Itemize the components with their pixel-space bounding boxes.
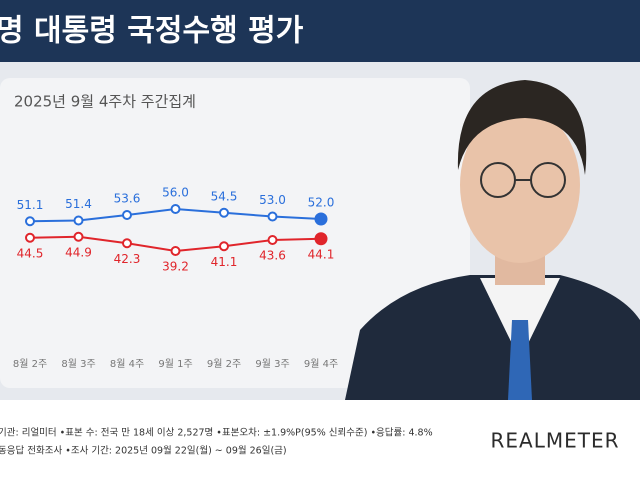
value-label: 42.3 <box>114 252 141 266</box>
plot-panel <box>0 78 470 388</box>
value-label: 39.2 <box>162 260 189 274</box>
point <box>73 231 84 242</box>
value-label: 44.9 <box>65 245 92 259</box>
value-label: 41.1 <box>211 255 238 269</box>
value-label: 52.0 <box>308 196 335 210</box>
x-tick-label: 8월 2주 <box>13 358 47 370</box>
value-label: 51.1 <box>17 198 44 212</box>
point <box>219 241 229 252</box>
subtitle: 2025년 9월 4주차 주간집계 <box>14 93 196 111</box>
point <box>122 238 132 249</box>
x-tick-label: 9월 3주 <box>255 358 289 370</box>
note: 동응답 전화조사 •조사 기간: 2025년 09월 22일(월) ~ 09월 … <box>0 445 287 457</box>
point <box>25 216 35 227</box>
value-label: 44.1 <box>308 247 335 261</box>
value-label: 43.6 <box>259 249 286 263</box>
footer <box>0 400 640 480</box>
point <box>122 210 132 220</box>
point <box>314 212 328 226</box>
value-label: 53.0 <box>259 193 286 207</box>
portrait <box>345 80 640 400</box>
value-label: 51.4 <box>65 197 92 211</box>
point <box>170 246 181 256</box>
point <box>25 232 35 243</box>
point <box>219 207 229 218</box>
x-tick-label: 9월 2주 <box>207 358 241 370</box>
point <box>314 232 328 246</box>
x-tick-label: 8월 4주 <box>110 358 144 370</box>
point <box>73 215 84 226</box>
title-banner <box>0 0 640 62</box>
value-label: 54.5 <box>211 189 238 203</box>
value-label: 56.0 <box>162 186 189 200</box>
point <box>267 211 278 222</box>
x-tick-label: 9월 4주 <box>304 358 338 370</box>
point <box>170 204 181 214</box>
brand: REALMETER <box>491 429 620 453</box>
chart-title: 명 대통령 국정수행 평가 <box>0 14 304 49</box>
point <box>267 235 278 245</box>
x-tick-label: 8월 3주 <box>61 358 95 370</box>
value-label: 53.6 <box>114 192 141 206</box>
plot: 8월 2주 8월 3주 8월 4주 9월 1주 9월 2주 9월 3주 9월 4주 51.1 5… <box>13 186 338 371</box>
x-tick-label: 9월 1주 <box>158 358 192 370</box>
note: 기관: 리얼미터 •표본 수: 전국 만 18세 이상 2,527명 •표본오차… <box>0 427 433 439</box>
value-label: 44.5 <box>17 246 44 260</box>
